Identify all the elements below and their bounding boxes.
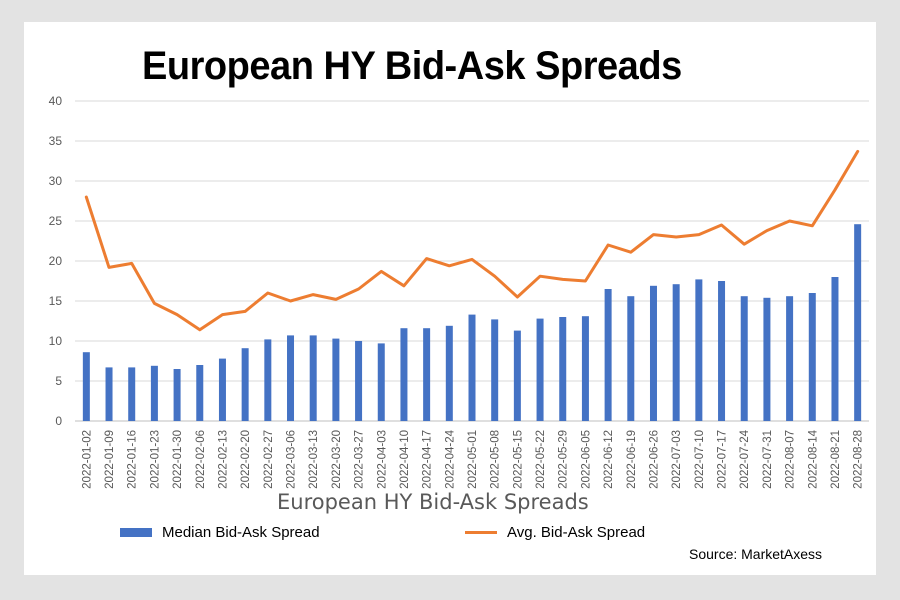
bar-median [740, 296, 748, 421]
x-tick-label: 2022-01-23 [149, 430, 161, 489]
chart-title: European HY Bid-Ask Spreads [277, 490, 589, 514]
bar-median [604, 289, 612, 421]
x-tick-label: 2022-04-24 [444, 429, 456, 488]
avg-line-series [84, 149, 860, 332]
x-tick-label: 2022-01-30 [172, 430, 184, 489]
legend-swatch-median [120, 528, 152, 537]
x-tick-label: 2022-05-15 [512, 430, 524, 489]
legend: Median Bid-Ask Spread Avg. Bid-Ask Sprea… [120, 524, 720, 546]
x-tick-label: 2022-05-22 [535, 430, 547, 489]
x-tick-label: 2022-05-29 [558, 430, 570, 489]
bar-median [513, 330, 521, 421]
legend-item-avg: Avg. Bid-Ask Spread [465, 524, 645, 541]
bar-median [854, 224, 862, 421]
x-tick-label: 2022-07-10 [694, 430, 706, 489]
bar-median [377, 343, 385, 421]
x-tick-label: 2022-05-01 [467, 430, 479, 489]
bar-median [627, 296, 635, 421]
bar-median [150, 365, 158, 421]
bar-median [128, 367, 136, 421]
x-tick-label: 2022-08-28 [853, 430, 865, 489]
bar-median [309, 335, 317, 421]
bar-median [445, 325, 453, 421]
bar-median [786, 296, 794, 421]
y-tick-label: 35 [49, 134, 63, 148]
x-tick-label: 2022-03-06 [286, 430, 298, 489]
header-title: European HY Bid-Ask Spreads [142, 44, 682, 88]
y-axis-ticks: 0 5 10 15 20 25 30 35 40 [49, 94, 63, 428]
y-tick-label: 40 [49, 94, 63, 108]
x-tick-label: 2022-06-05 [580, 430, 592, 489]
bar-median [695, 279, 703, 421]
y-tick-label: 20 [49, 254, 63, 268]
source-note: Source: MarketAxess [689, 546, 823, 562]
bar-median [649, 285, 657, 421]
y-tick-label: 25 [49, 214, 63, 228]
x-tick-label: 2022-03-20 [331, 430, 343, 489]
bar-median [423, 328, 431, 421]
bar-median [196, 365, 204, 421]
legend-swatch-avg [465, 531, 497, 534]
legend-label-median: Median Bid-Ask Spread [162, 524, 320, 541]
x-tick-label: 2022-06-26 [648, 430, 660, 489]
bar-median [536, 318, 544, 421]
x-tick-label: 2022-04-10 [399, 430, 411, 489]
x-tick-label: 2022-06-19 [626, 430, 638, 489]
x-tick-label: 2022-04-03 [376, 430, 388, 489]
y-tick-label: 10 [49, 334, 63, 348]
bar-median [264, 339, 272, 421]
line-avg [84, 149, 860, 332]
chart-panel [24, 22, 876, 575]
x-tick-label: 2022-03-27 [354, 430, 366, 489]
legend-item-median: Median Bid-Ask Spread [120, 524, 320, 541]
bar-median [672, 284, 680, 421]
bar-median [218, 358, 226, 421]
bar-median [355, 341, 363, 421]
x-axis-ticks: 2022-01-02 2022-01-09 2022-01-16 2022-01-23… [81, 429, 864, 488]
median-bars [82, 224, 862, 421]
bar-median [581, 316, 589, 421]
bar-median [173, 369, 181, 421]
bar-median [400, 328, 408, 421]
legend-label-avg: Avg. Bid-Ask Spread [507, 524, 646, 541]
bar-median [763, 297, 771, 421]
x-tick-label: 2022-06-12 [603, 430, 615, 489]
bar-median [287, 335, 295, 421]
x-tick-label: 2022-02-06 [195, 430, 207, 489]
bar-median [468, 314, 476, 421]
bar-median [831, 277, 839, 421]
x-tick-label: 2022-04-17 [422, 430, 434, 489]
bar-median [491, 319, 499, 421]
x-tick-label: 2022-01-09 [104, 430, 116, 489]
x-tick-label: 2022-07-31 [762, 430, 774, 489]
bar-median [241, 348, 249, 421]
y-tick-label: 5 [55, 374, 62, 388]
x-tick-label: 2022-01-16 [127, 430, 139, 489]
x-tick-label: 2022-02-13 [217, 430, 229, 489]
y-tick-label: 0 [55, 414, 62, 428]
bar-median [559, 317, 567, 421]
x-tick-label: 2022-08-21 [830, 430, 842, 489]
bar-median [808, 293, 816, 421]
x-tick-label: 2022-08-14 [807, 429, 819, 488]
x-tick-label: 2022-07-03 [671, 430, 683, 489]
x-tick-label: 2022-02-27 [263, 430, 275, 489]
bar-median [332, 338, 340, 421]
x-tick-label: 2022-02-20 [240, 430, 252, 489]
x-tick-label: 2022-08-07 [785, 430, 797, 489]
bar-median [105, 367, 113, 421]
x-tick-label: 2022-01-02 [81, 430, 93, 489]
y-tick-label: 15 [49, 294, 63, 308]
bar-median [718, 281, 726, 421]
x-tick-label: 2022-05-08 [490, 430, 502, 489]
x-tick-label: 2022-07-17 [717, 430, 729, 489]
x-tick-label: 2022-03-13 [308, 430, 320, 489]
y-tick-label: 30 [49, 174, 63, 188]
x-tick-label: 2022-07-24 [739, 429, 751, 488]
bar-median [82, 352, 90, 421]
